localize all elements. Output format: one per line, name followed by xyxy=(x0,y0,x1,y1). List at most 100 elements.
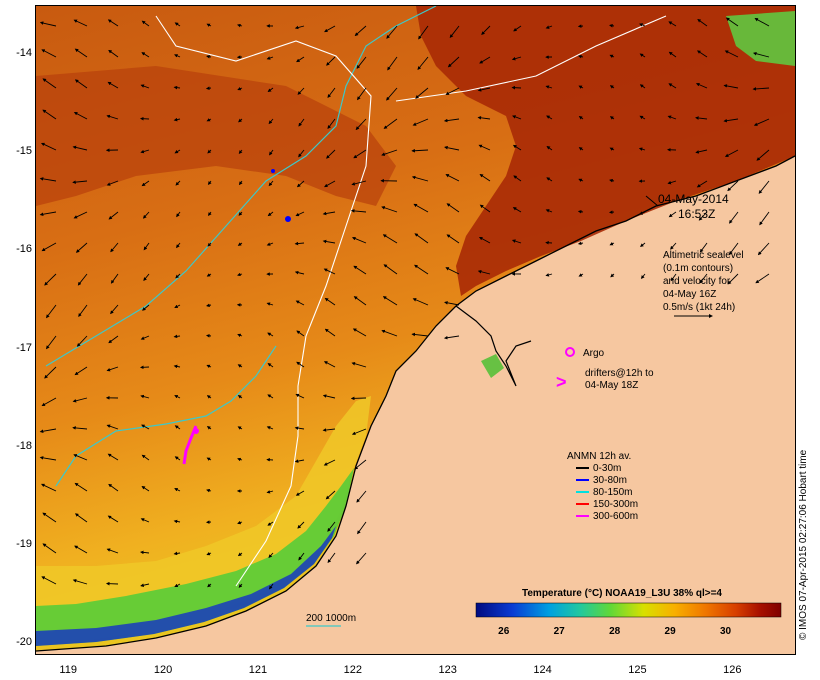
lon-tick-label: 121 xyxy=(248,664,268,676)
colorbar-tick-label: 30 xyxy=(720,626,732,637)
velocity-arrow xyxy=(174,149,181,154)
velocity-arrow xyxy=(41,142,57,151)
lat-tick-label: -17 xyxy=(16,341,32,354)
map-time: 16:53Z xyxy=(678,207,715,221)
velocity-arrow xyxy=(266,490,274,494)
velocity-arrow xyxy=(323,459,336,466)
velocity-arrow xyxy=(39,21,57,27)
velocity-arrow xyxy=(412,298,429,306)
velocity-arrow xyxy=(639,23,646,27)
velocity-arrow xyxy=(296,56,305,63)
velocity-arrow xyxy=(207,583,212,588)
argo-label: Argo xyxy=(583,348,605,359)
velocity-arrow xyxy=(266,242,274,246)
altimetry-line-5: 0.5m/s (1kt 24h) xyxy=(663,302,735,313)
velocity-arrow xyxy=(39,456,57,461)
velocity-arrow xyxy=(141,180,150,187)
velocity-arrow xyxy=(176,211,181,218)
velocity-arrow xyxy=(327,118,336,129)
velocity-arrow xyxy=(727,273,739,285)
lon-tick-label: 122 xyxy=(343,664,362,676)
velocity-arrow xyxy=(110,242,119,253)
velocity-arrow xyxy=(294,25,305,30)
velocity-arrow xyxy=(237,23,243,28)
velocity-arrow xyxy=(207,242,212,247)
velocity-arrow xyxy=(78,304,88,317)
velocity-arrow xyxy=(724,50,739,58)
velocity-arrow xyxy=(578,115,584,120)
velocity-arrow xyxy=(41,49,57,58)
velocity-arrow xyxy=(479,56,491,64)
velocity-arrow xyxy=(755,273,770,284)
velocity-arrow xyxy=(206,118,212,122)
velocity-arrow xyxy=(74,79,88,89)
velocity-arrow xyxy=(324,328,336,337)
drifters-line-2: 04-May 18Z xyxy=(585,380,638,391)
anmn-legend-label: 0-30m xyxy=(593,463,621,474)
velocity-arrow xyxy=(268,118,274,125)
velocity-arrow xyxy=(46,304,57,319)
velocity-arrow xyxy=(107,81,119,89)
velocity-arrow xyxy=(386,25,398,39)
velocity-arrow xyxy=(106,114,119,120)
velocity-arrow xyxy=(206,426,212,430)
velocity-arrow xyxy=(479,173,491,182)
velocity-arrow xyxy=(698,211,708,221)
velocity-arrow xyxy=(729,242,739,255)
velocity-arrow xyxy=(77,273,88,286)
velocity-arrow xyxy=(143,273,150,282)
lon-tick-label: 123 xyxy=(438,664,457,676)
sst-map[interactable]: 04-May-2014 16:53Z Altimetric sealevel (… xyxy=(35,5,796,655)
velocity-arrow xyxy=(324,25,336,33)
velocity-arrow xyxy=(237,394,243,399)
velocity-arrow xyxy=(205,86,212,90)
velocity-arrow xyxy=(696,180,708,188)
velocity-arrow xyxy=(110,273,119,284)
velocity-arrow xyxy=(140,550,150,555)
velocity-arrow xyxy=(327,552,336,564)
velocity-arrow xyxy=(45,335,57,350)
velocity-arrow xyxy=(446,203,460,213)
velocity-arrow xyxy=(546,115,553,120)
velocity-arrow xyxy=(74,482,88,492)
warm-water-zone xyxy=(416,6,795,296)
velocity-arrow xyxy=(512,144,522,151)
velocity-arrow xyxy=(237,426,243,430)
velocity-arrow xyxy=(173,364,181,369)
drifter-legend-icon: > xyxy=(556,372,567,392)
velocity-arrow xyxy=(351,180,367,186)
velocity-arrow xyxy=(444,301,460,306)
lat-tick-label: -16 xyxy=(16,243,32,256)
velocity-arrow xyxy=(294,270,305,275)
colorbar xyxy=(475,602,782,618)
velocity-arrow xyxy=(294,426,305,430)
velocity-arrow xyxy=(724,149,739,157)
contour-200m xyxy=(45,6,437,367)
velocity-arrow xyxy=(174,395,181,399)
velocity-arrow xyxy=(268,180,274,187)
velocity-arrow xyxy=(752,51,770,58)
velocity-arrow xyxy=(351,428,367,435)
velocity-arrow xyxy=(140,394,150,399)
velocity-arrow xyxy=(108,49,119,58)
depth-legend-label: 200 1000m xyxy=(306,613,356,624)
velocity-arrow xyxy=(174,425,181,430)
velocity-arrow xyxy=(578,85,584,89)
velocity-arrow xyxy=(639,53,646,58)
velocity-arrow xyxy=(206,457,212,461)
map-canvas: 04-May-2014 16:53Z Altimetric sealevel (… xyxy=(36,6,795,654)
velocity-arrow xyxy=(237,272,243,277)
lon-tick-label: 125 xyxy=(628,664,647,676)
velocity-arrow xyxy=(296,361,305,368)
velocity-arrow xyxy=(140,335,150,340)
lon-tick-label: 120 xyxy=(153,664,173,676)
velocity-arrow xyxy=(295,211,305,217)
green-king-sound-patch xyxy=(481,354,504,378)
velocity-arrow xyxy=(478,144,491,151)
velocity-arrow xyxy=(173,85,181,90)
velocity-arrow xyxy=(140,518,150,523)
velocity-arrow xyxy=(609,147,615,151)
velocity-arrow xyxy=(511,56,522,61)
velocity-arrow xyxy=(443,118,460,123)
velocity-arrow xyxy=(296,180,305,188)
